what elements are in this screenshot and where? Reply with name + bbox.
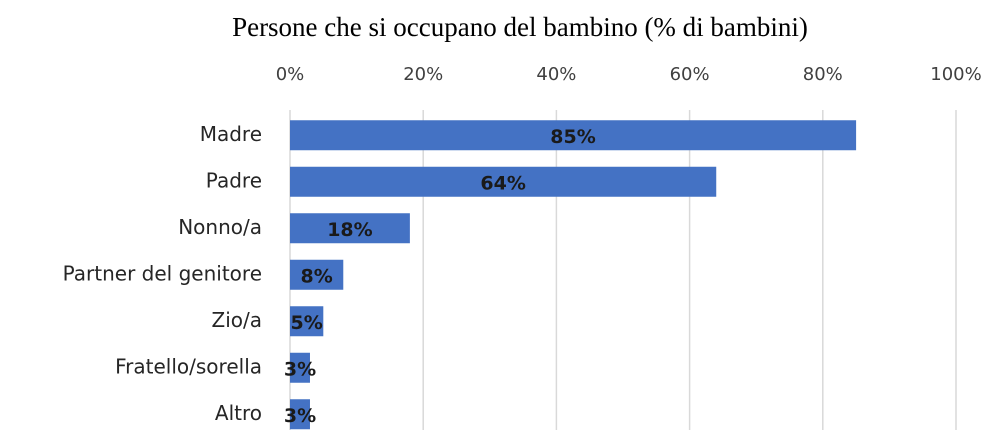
data-label: 3% — [284, 358, 316, 380]
x-tick-label: 80% — [803, 64, 843, 85]
chart-title: Persone che si occupano del bambino (% d… — [232, 12, 808, 42]
bar — [290, 120, 857, 151]
y-tick-label: Partner del genitore — [63, 261, 262, 285]
bar — [290, 213, 410, 244]
x-tick-label: 0% — [276, 64, 305, 85]
bar — [290, 306, 324, 337]
data-label: 85% — [550, 126, 595, 148]
x-tick-label: 60% — [670, 64, 710, 85]
bar — [290, 166, 717, 197]
y-tick-label: Nonno/a — [178, 215, 262, 239]
x-tick-label: 40% — [536, 64, 576, 85]
y-tick-label: Altro — [215, 401, 262, 425]
bar — [290, 399, 310, 430]
data-label: 64% — [480, 172, 525, 194]
bar — [290, 352, 310, 383]
y-tick-label: Padre — [206, 168, 262, 192]
data-label: 3% — [284, 405, 316, 427]
bar — [290, 259, 344, 290]
y-tick-label: Zio/a — [212, 308, 263, 332]
data-label: 8% — [301, 265, 333, 287]
x-tick-label: 100% — [930, 64, 981, 85]
y-tick-label: Madre — [200, 122, 262, 146]
y-tick-label: Fratello/sorella — [115, 354, 262, 378]
data-label: 18% — [327, 219, 372, 241]
x-tick-label: 20% — [403, 64, 443, 85]
data-label: 5% — [291, 312, 323, 334]
